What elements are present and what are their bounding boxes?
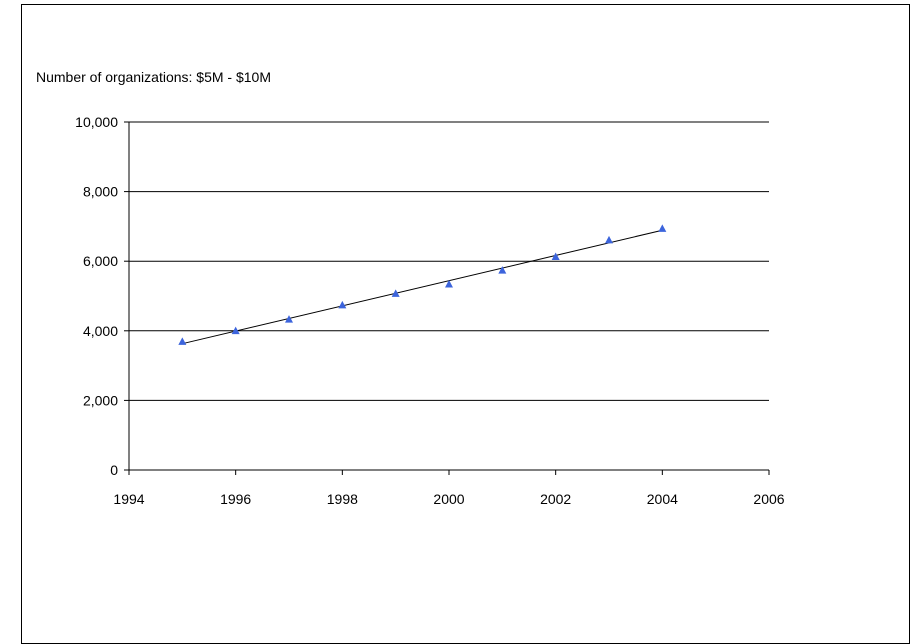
x-tick-label: 2000: [433, 491, 464, 507]
x-tick-labels: 1994 1996 1998 2000 2002 2004 2006: [113, 491, 784, 507]
x-tick-label: 1996: [220, 491, 251, 507]
y-tick-label: 4,000: [83, 323, 118, 339]
y-tick-label: 10,000: [75, 114, 118, 130]
x-tick-label: 1998: [327, 491, 358, 507]
trendline: [182, 229, 663, 345]
axes: [124, 121, 770, 475]
data-point: [605, 235, 613, 244]
data-point: [498, 266, 507, 274]
data-point: [178, 337, 187, 345]
y-tick-label: 2,000: [83, 392, 118, 408]
x-tick-label: 1994: [113, 491, 144, 507]
y-tick-label: 0: [110, 462, 118, 478]
y-tick-labels: 0 2,000 4,000 6,000 8,000 10,000: [75, 114, 118, 478]
chart-title: Number of organizations: $5M - $10M: [36, 69, 271, 85]
x-tick-label: 2006: [753, 491, 784, 507]
trendline-group: [182, 229, 663, 345]
gridlines: [129, 121, 769, 401]
data-point: [338, 300, 347, 309]
y-tick-label: 6,000: [83, 253, 118, 269]
data-point: [658, 224, 667, 232]
data-point: [391, 289, 400, 297]
data-point: [231, 326, 240, 335]
data-point: [551, 252, 560, 261]
data-point: [445, 280, 453, 288]
chart-frame: [21, 4, 910, 644]
x-tick-label: 2002: [540, 491, 571, 507]
y-tick-label: 8,000: [83, 184, 118, 200]
data-points: [178, 224, 667, 345]
x-tick-label: 2004: [647, 491, 678, 507]
data-point: [285, 315, 293, 323]
